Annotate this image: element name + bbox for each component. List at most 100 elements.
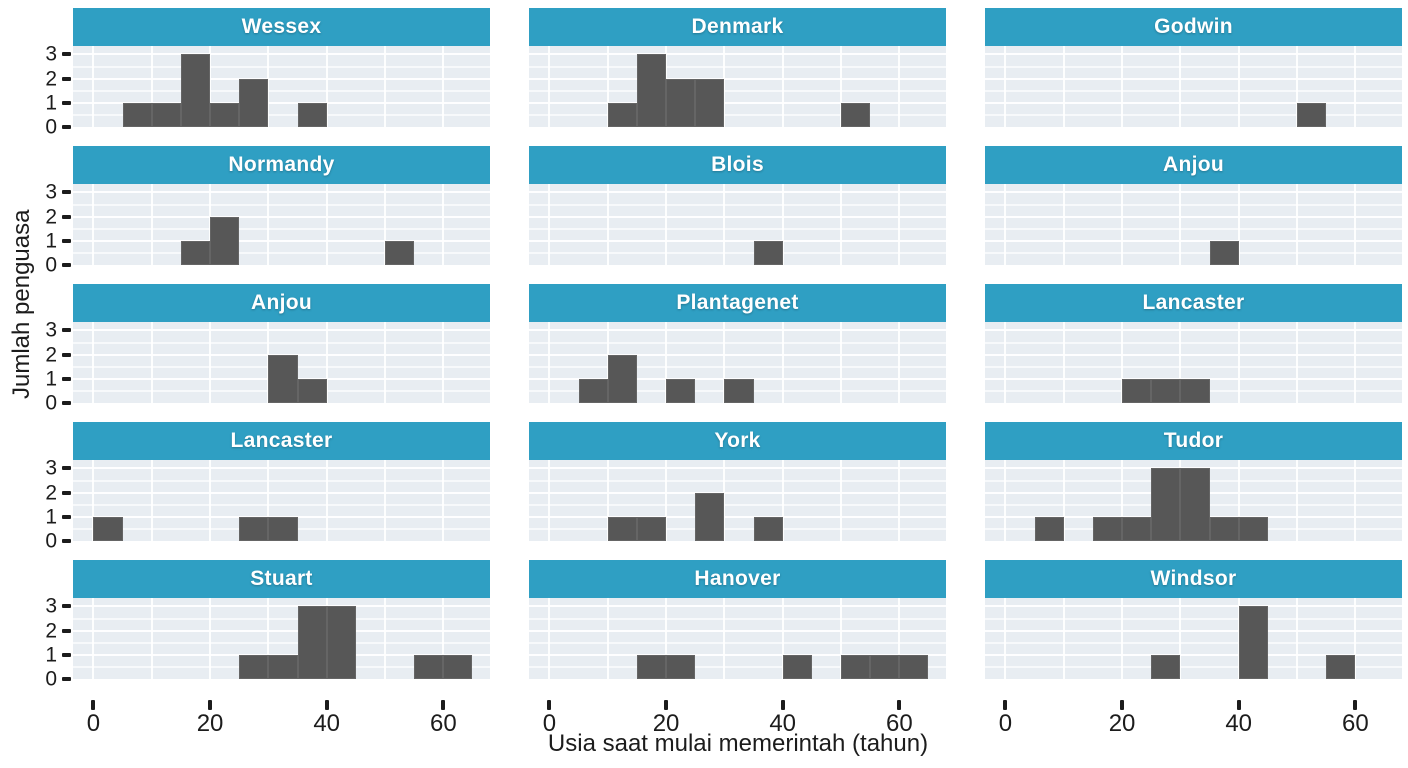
- x-tick-mark: [1353, 700, 1358, 710]
- gridline-horizontal: [529, 653, 946, 656]
- facet-panel: [73, 460, 490, 541]
- gridline-vertical: [898, 598, 901, 679]
- y-tick-mark: [62, 214, 71, 219]
- gridline-horizontal: [985, 77, 1402, 80]
- gridline-vertical: [1062, 46, 1065, 127]
- facet-header: Stuart: [73, 560, 490, 598]
- y-tick-label: 1: [45, 229, 57, 253]
- gridline-horizontal: [529, 203, 946, 206]
- histogram-bar: [93, 516, 123, 541]
- gridline-horizontal: [529, 515, 946, 518]
- gridline-horizontal: [73, 605, 490, 608]
- x-tick-label: 0: [86, 710, 101, 737]
- histogram-bar: [753, 516, 783, 541]
- gridline-horizontal: [529, 251, 946, 254]
- gridline-horizontal: [985, 227, 1402, 230]
- y-tick-label: 1: [45, 367, 57, 391]
- x-axis: 0 20 40 60: [985, 698, 1402, 738]
- x-tick-mark: [1120, 700, 1125, 710]
- gridline-horizontal: [985, 89, 1402, 92]
- gridline-vertical: [92, 598, 95, 679]
- histogram-bar: [1180, 378, 1210, 403]
- histogram-bar: [841, 654, 871, 679]
- y-tick-label: 2: [45, 619, 57, 643]
- gridline-vertical: [840, 460, 843, 541]
- gridline-horizontal: [529, 329, 946, 332]
- facet-header: Plantagenet: [529, 284, 946, 322]
- x-tick-mark: [664, 700, 669, 710]
- gridline-vertical: [840, 46, 843, 127]
- gridline-vertical: [325, 322, 328, 403]
- histogram-bar: [1151, 378, 1181, 403]
- gridline-vertical: [898, 322, 901, 403]
- gridline-vertical: [548, 460, 551, 541]
- gridline-horizontal: [73, 203, 490, 206]
- gridline-vertical: [442, 184, 445, 265]
- gridline-horizontal: [529, 77, 946, 80]
- histogram-bar: [1238, 606, 1268, 679]
- y-tick-mark: [62, 263, 71, 267]
- y-tick-label: 1: [45, 505, 57, 529]
- gridline-vertical: [442, 460, 445, 541]
- x-tick-label: 40: [313, 710, 341, 737]
- gridline-horizontal: [73, 53, 490, 56]
- gridline-horizontal: [529, 239, 946, 242]
- gridline-horizontal: [985, 215, 1402, 218]
- gridline-horizontal: [985, 341, 1402, 344]
- histogram-bar: [870, 654, 900, 679]
- y-tick-label: 3: [45, 456, 57, 480]
- gridline-horizontal: [529, 227, 946, 230]
- facet-row: Anjou 0 1 2 3 Plantagenet Lancaster: [45, 284, 1403, 414]
- gridline-vertical: [1121, 184, 1124, 265]
- facet-lancaster: Lancaster 0 1 2 3: [45, 422, 490, 552]
- gridline-vertical: [665, 184, 668, 265]
- gridline-vertical: [1296, 322, 1299, 403]
- facet-header: Tudor: [985, 422, 1402, 460]
- gridline-vertical: [1354, 46, 1357, 127]
- gridline-vertical: [548, 322, 551, 403]
- facet-anjou: Anjou: [985, 146, 1402, 265]
- gridline-vertical: [1296, 598, 1299, 679]
- y-tick-label: 3: [45, 318, 57, 342]
- x-tick-mark: [1236, 700, 1241, 710]
- histogram-bar: [1151, 468, 1181, 541]
- gridline-vertical: [1004, 322, 1007, 403]
- gridline-vertical: [1296, 184, 1299, 265]
- gridline-vertical: [442, 46, 445, 127]
- gridline-vertical: [898, 46, 901, 127]
- histogram-bar: [753, 240, 783, 265]
- facet-wessex: Wessex 0 1 2 3: [45, 8, 490, 138]
- facet-panel: [529, 460, 946, 541]
- facet-panel: [73, 46, 490, 127]
- gridline-horizontal: [73, 89, 490, 92]
- gridline-horizontal: [529, 527, 946, 530]
- histogram-bar: [210, 216, 240, 265]
- gridline-vertical: [606, 46, 609, 127]
- gridline-vertical: [442, 322, 445, 403]
- gridline-horizontal: [73, 491, 490, 494]
- facet-panel: [529, 46, 946, 127]
- histogram-bar: [666, 654, 696, 679]
- gridline-horizontal: [985, 353, 1402, 356]
- gridline-vertical: [209, 598, 212, 679]
- gridline-vertical: [1121, 322, 1124, 403]
- gridline-horizontal: [73, 101, 490, 104]
- y-tick-label: 0: [45, 391, 57, 415]
- gridline-horizontal: [985, 191, 1402, 194]
- y-tick-label: 3: [45, 42, 57, 66]
- gridline-vertical: [1354, 184, 1357, 265]
- histogram-bar: [180, 240, 211, 265]
- facet-windsor: Windsor: [985, 560, 1402, 679]
- histogram-bar: [1209, 516, 1239, 541]
- y-tick-mark: [62, 238, 71, 243]
- histogram-bar: [297, 378, 327, 403]
- histogram-bar: [1122, 378, 1152, 403]
- histogram-bar: [695, 492, 725, 541]
- gridline-horizontal: [985, 329, 1402, 332]
- x-axis: 0 20 40 60: [73, 698, 490, 738]
- y-tick-mark: [62, 401, 71, 405]
- gridline-vertical: [1004, 598, 1007, 679]
- histogram-bar: [636, 654, 667, 679]
- facet-row: Lancaster 0 1 2 3 York Tudor: [45, 422, 1403, 552]
